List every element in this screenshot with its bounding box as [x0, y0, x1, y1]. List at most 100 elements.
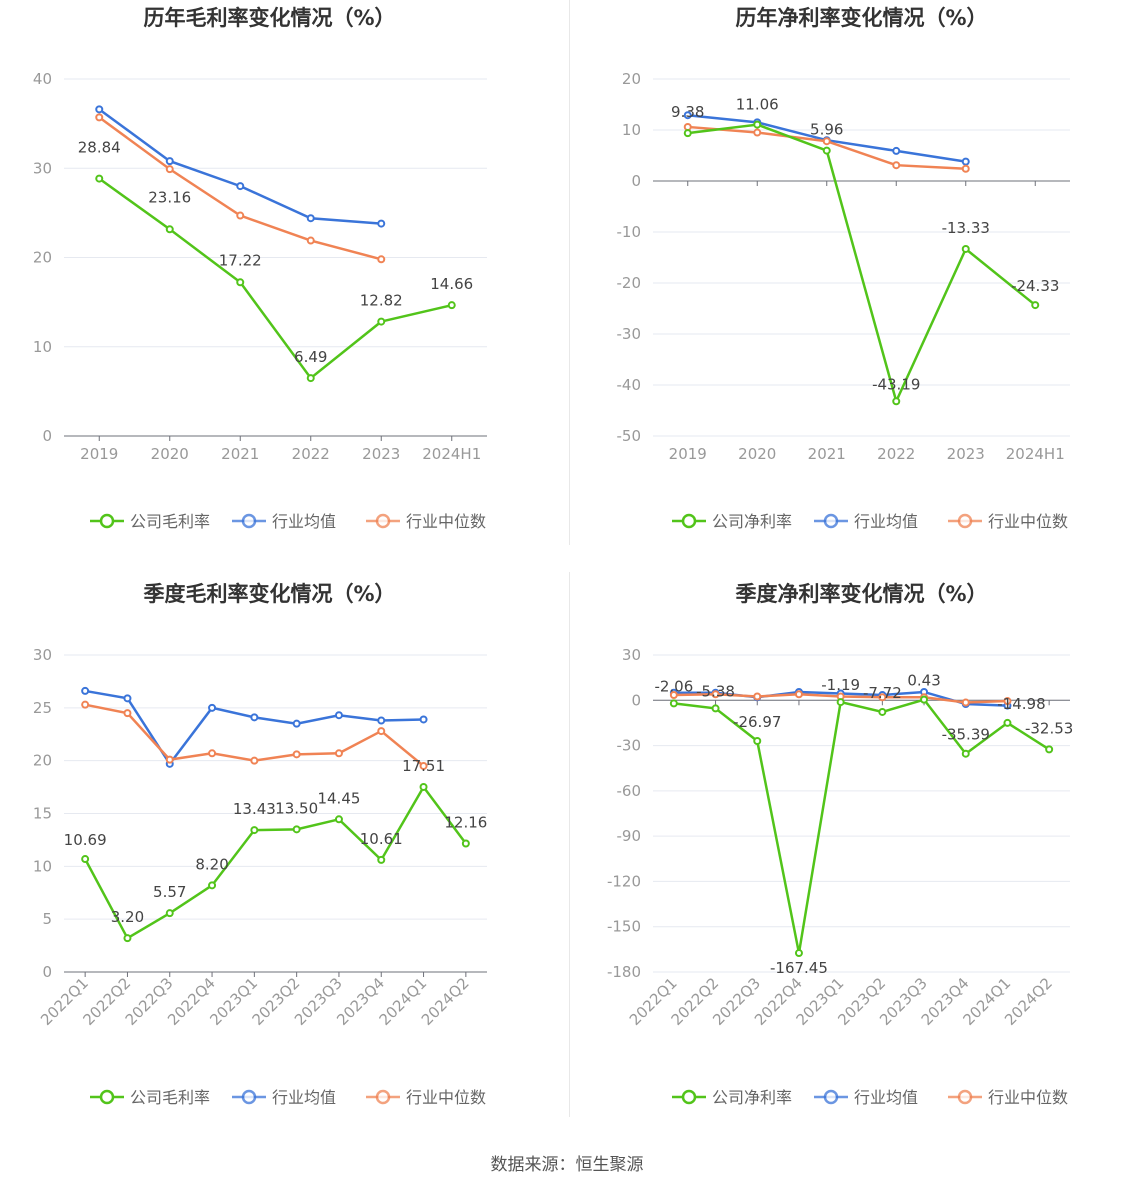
- chart-quarterly-gross-margin: 季度毛利率变化情况（%） 0 5 10 15 20 25 30 2022Q1 2022Q2 2022…: [0, 572, 567, 1142]
- data-label: 17.51: [402, 757, 445, 775]
- legend-label: 行业均值: [854, 512, 918, 531]
- data-label: -26.97: [733, 713, 781, 731]
- data-point: [165, 225, 174, 234]
- y-tick-label: -10: [617, 223, 642, 241]
- data-point: [377, 255, 386, 264]
- data-point: [377, 855, 386, 864]
- y-tick-label: -90: [617, 827, 642, 845]
- y-tick-label: 0: [42, 427, 52, 445]
- data-label: 10.69: [64, 831, 107, 849]
- data-point: [95, 105, 104, 114]
- y-tick-label: 30: [33, 646, 52, 664]
- data-label: 12.16: [444, 814, 487, 832]
- divider-top: [569, 0, 570, 545]
- x-tick-label: 2019: [80, 445, 118, 463]
- legend-item: 公司净利率: [672, 512, 792, 531]
- legend-marker: [375, 1089, 391, 1105]
- y-tick-label: 10: [33, 857, 52, 875]
- data-point: [165, 157, 174, 166]
- data-point: [81, 686, 90, 695]
- data-point: [236, 182, 245, 191]
- data-label: -14.98: [997, 695, 1045, 713]
- y-tick-label: 30: [33, 159, 52, 177]
- series-line-company: [98, 177, 453, 380]
- x-tick-label: 2021: [808, 445, 846, 463]
- series-line-company: [687, 123, 1037, 405]
- x-tick-label: 2023: [362, 445, 400, 463]
- data-label: 9.38: [671, 103, 704, 121]
- data-point: [711, 704, 720, 713]
- x-tick-label: 2024Q2: [418, 974, 473, 1029]
- legend-label: 行业均值: [272, 512, 336, 531]
- data-label: -35.39: [942, 726, 990, 744]
- data-point: [822, 137, 831, 146]
- data-point: [334, 749, 343, 758]
- data-point: [250, 713, 259, 722]
- y-tick-label: 5: [42, 910, 52, 928]
- data-point: [669, 699, 678, 708]
- legend-label: 公司毛利率: [130, 512, 210, 531]
- legend-label: 公司净利率: [712, 1088, 792, 1107]
- divider-bottom: [569, 572, 570, 1117]
- x-tick-label: 2022: [877, 445, 915, 463]
- data-label: 5.57: [153, 883, 186, 901]
- data-point: [165, 165, 174, 174]
- legend-marker: [241, 1089, 257, 1105]
- legend-label: 行业中位数: [988, 1088, 1068, 1107]
- data-point: [1031, 301, 1040, 310]
- chart-svg: 季度毛利率变化情况（%）0510152025302022Q12022Q22022…: [33, 582, 487, 1107]
- y-tick-label: -20: [617, 274, 642, 292]
- chart-annual-net-margin: 历年净利率变化情况（%） -50 -40 -30 -20 -10 0 10 20 2019 2020…: [567, 0, 1134, 570]
- data-point: [892, 146, 901, 155]
- legend-item: 行业均值: [232, 512, 336, 531]
- y-tick-label: -120: [607, 872, 641, 890]
- y-tick-label: 0: [631, 172, 641, 190]
- data-point: [377, 716, 386, 725]
- x-tick-label: 2021: [221, 445, 259, 463]
- legend-marker: [681, 1089, 697, 1105]
- y-tick-label: -40: [617, 376, 642, 394]
- data-point: [419, 715, 428, 724]
- y-tick-label: -30: [617, 325, 642, 343]
- legend-label: 行业中位数: [988, 512, 1068, 531]
- y-tick-label: 10: [622, 121, 641, 139]
- legend-label: 行业均值: [854, 1088, 918, 1107]
- legend-item: 行业中位数: [366, 1088, 486, 1107]
- data-point: [292, 750, 301, 759]
- data-point: [419, 761, 428, 770]
- data-point: [208, 703, 217, 712]
- data-point: [878, 693, 887, 702]
- chart-title: 历年净利率变化情况（%）: [735, 6, 987, 30]
- data-point: [961, 244, 970, 253]
- series-line-avg: [98, 108, 382, 225]
- x-tick-label: 2024H1: [422, 445, 481, 463]
- legend-item: 行业中位数: [366, 512, 486, 531]
- x-tick-label: 2020: [738, 445, 776, 463]
- data-point: [753, 120, 762, 129]
- legend-marker: [957, 1089, 973, 1105]
- data-point: [306, 374, 315, 383]
- data-label: -1.19: [821, 676, 860, 694]
- data-label: 5.96: [810, 121, 843, 139]
- data-point: [377, 317, 386, 326]
- data-label: -32.53: [1025, 719, 1073, 737]
- data-label: -5.38: [696, 682, 735, 700]
- data-point: [1003, 718, 1012, 727]
- data-point: [419, 782, 428, 791]
- data-point: [377, 727, 386, 736]
- y-tick-label: 0: [631, 691, 641, 709]
- data-label: 23.16: [148, 188, 191, 206]
- legend-item: 公司净利率: [672, 1088, 792, 1107]
- legend-item: 行业均值: [232, 1088, 336, 1107]
- legend-item: 行业均值: [814, 1088, 918, 1107]
- data-point: [95, 113, 104, 122]
- data-point: [292, 825, 301, 834]
- data-label: 0.43: [907, 672, 940, 690]
- y-tick-label: -50: [617, 427, 642, 445]
- series-line-avg: [84, 689, 424, 767]
- legend-marker: [823, 513, 839, 529]
- x-tick-label: 2019: [669, 445, 707, 463]
- y-tick-label: 20: [33, 249, 52, 267]
- data-label: 8.20: [195, 855, 228, 873]
- data-point: [306, 214, 315, 223]
